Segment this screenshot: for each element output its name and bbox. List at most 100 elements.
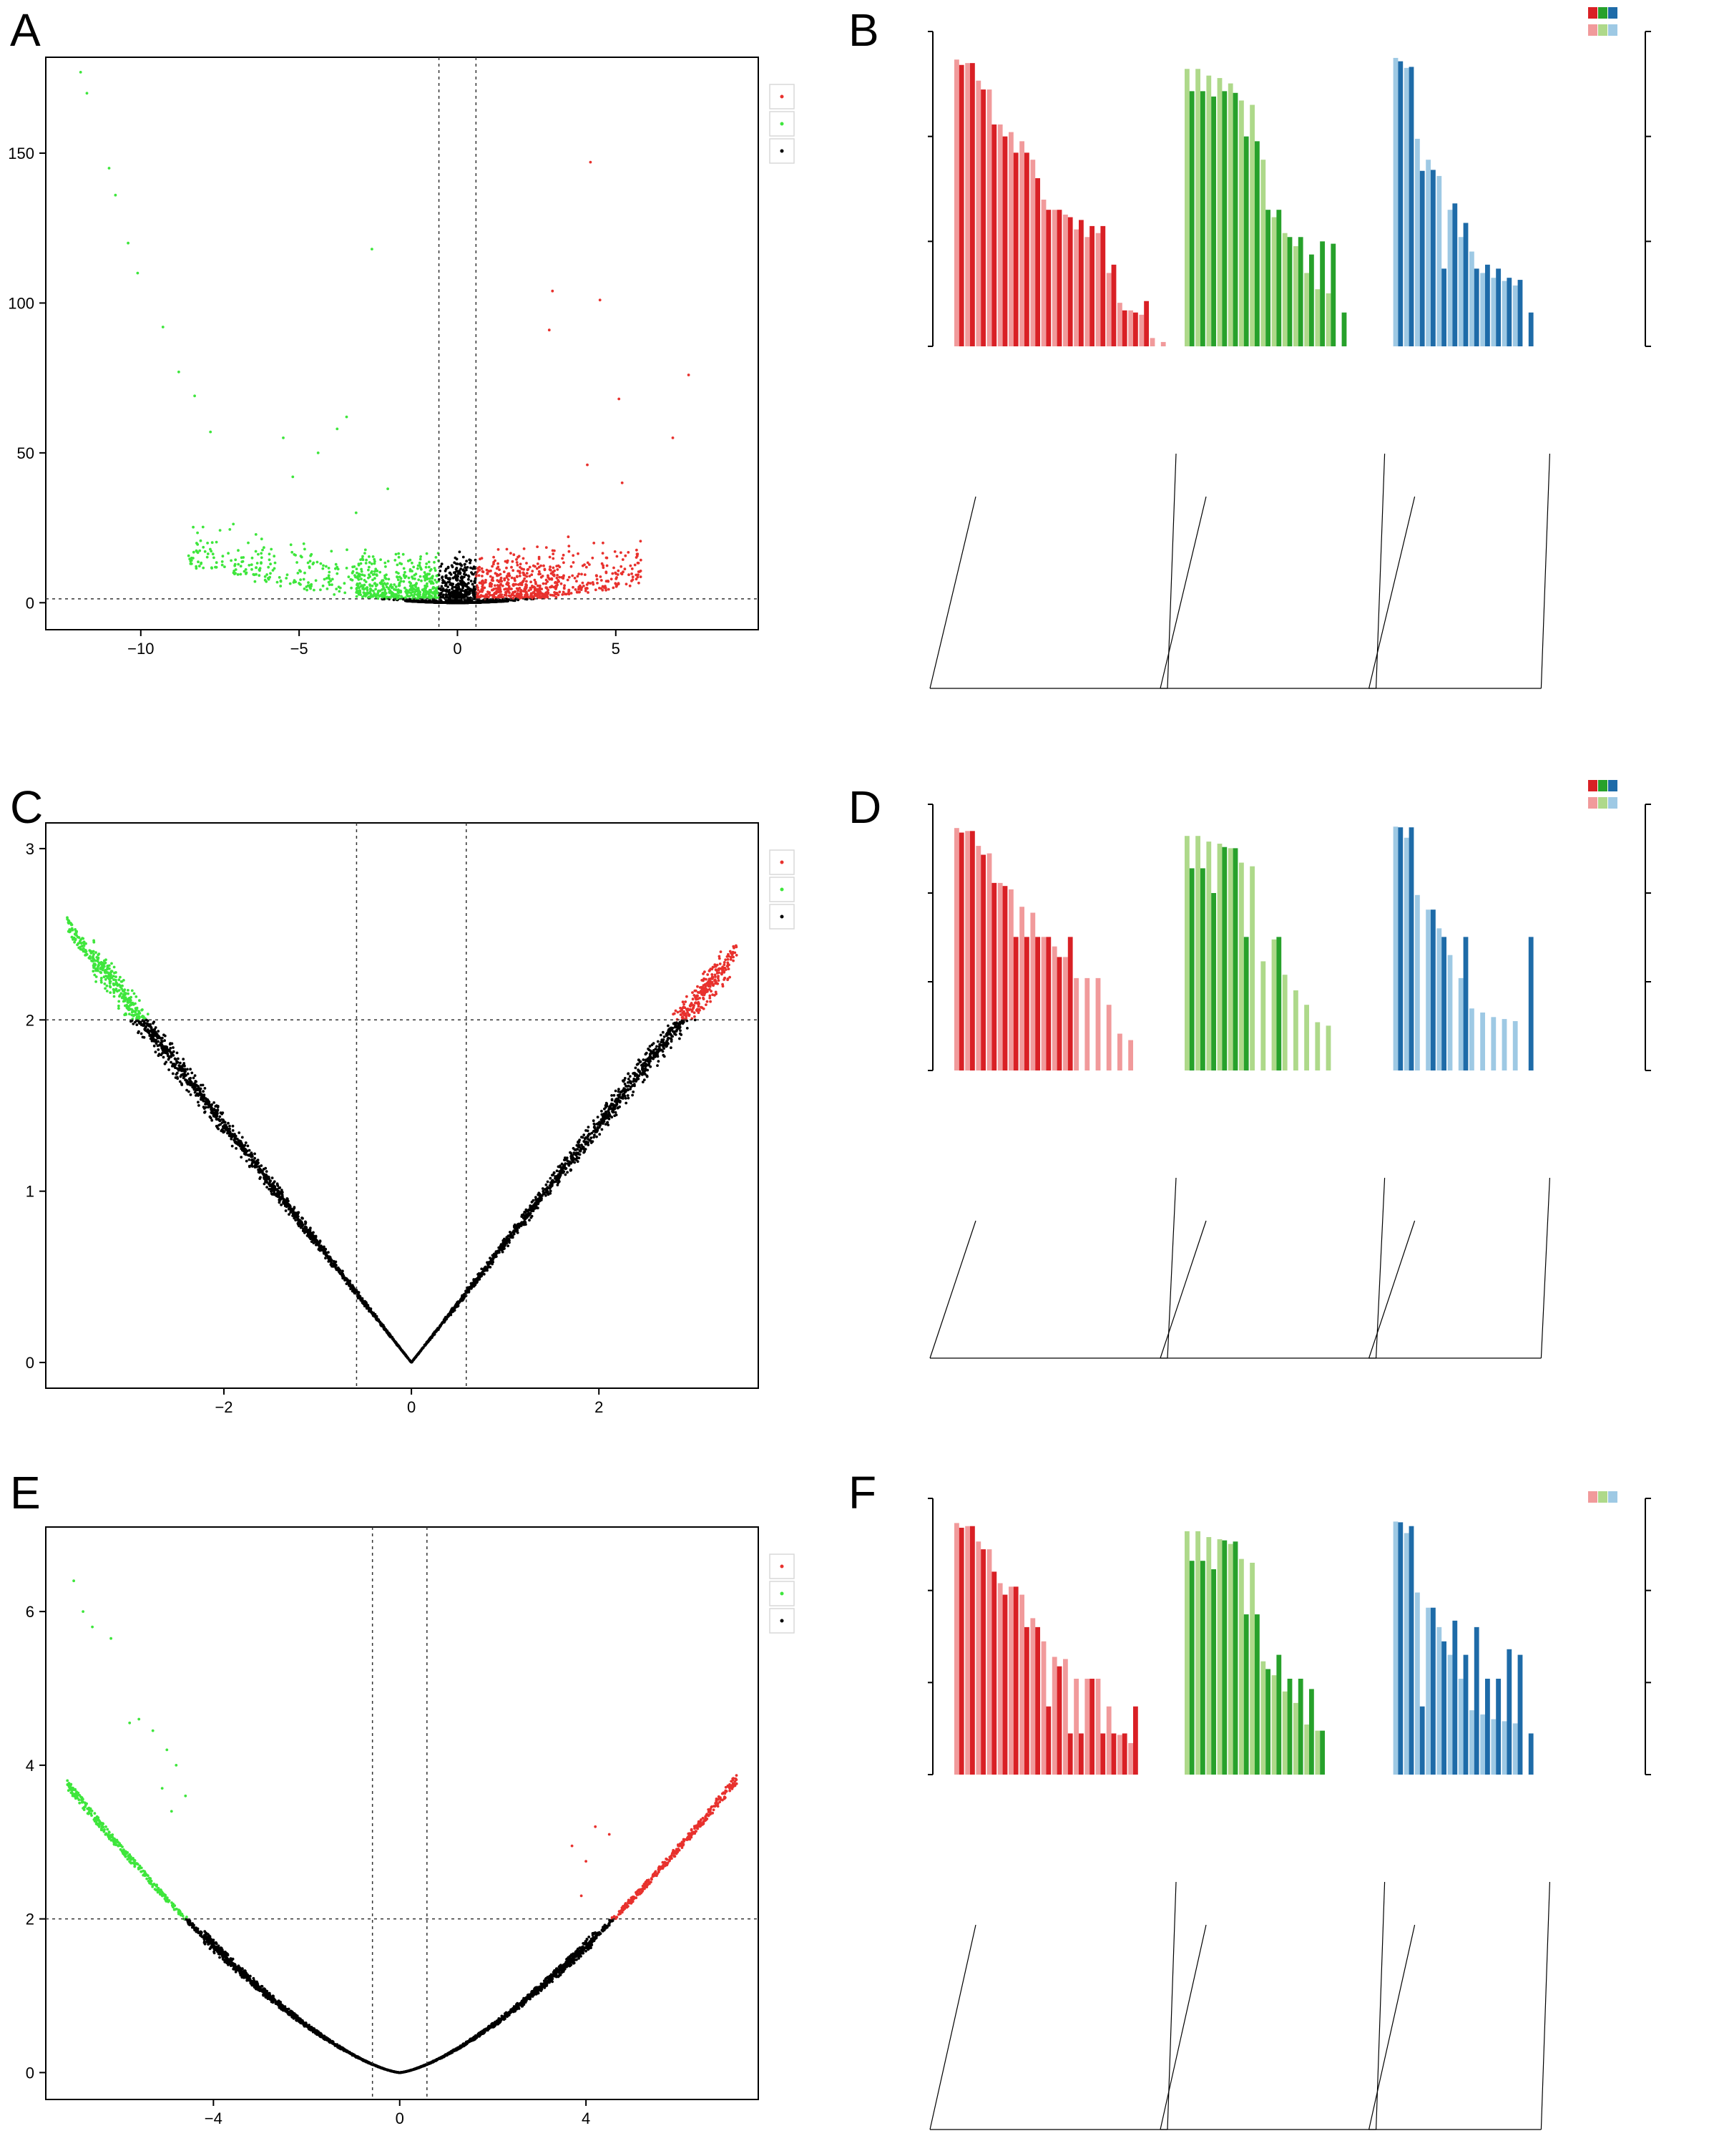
up-point [563,584,566,587]
normal-point [441,595,445,599]
down-point [234,558,237,562]
down-point [321,567,325,570]
down-point [279,580,283,583]
down-point [118,994,122,997]
down-point [371,573,375,576]
up-outlier-point [547,328,551,332]
down-point [227,552,230,555]
up-point [484,580,487,584]
down-point [383,574,386,577]
down-point [308,566,311,570]
up-point [525,562,528,565]
up-point [573,577,577,580]
bar-de [1200,91,1205,347]
up-point [537,587,541,591]
bar-de [1067,217,1073,346]
normal-point [459,571,462,575]
down-point [268,558,271,562]
down-point [427,565,431,569]
normal-point [473,580,476,583]
down-point [195,567,198,570]
down-point [325,587,329,590]
normal-point [318,1245,322,1249]
up-point [518,587,521,590]
up-point [535,592,539,596]
normal-point [471,601,475,604]
up-point [536,584,539,587]
down-point [250,567,253,571]
normal-point [459,601,462,605]
up-outlier-point [586,463,589,467]
up-point [552,557,555,560]
up-point [544,546,548,549]
bar-all [1195,69,1200,346]
up-point [580,572,583,576]
up-point [497,574,500,577]
up-point [562,561,565,565]
down-point [67,922,70,925]
up-point [489,575,492,578]
up-point [572,561,575,564]
up-point [567,592,570,595]
down-point [393,583,396,586]
down-point [373,570,376,573]
down-point [412,565,416,569]
normal-point [469,566,472,570]
down-point [74,937,77,941]
up-point [571,574,574,577]
up-point [527,589,531,592]
normal-point [444,567,448,571]
down-point [273,555,276,558]
down-outlier-point [79,71,82,74]
normal-point [662,1035,666,1038]
bar-de [1452,203,1458,346]
down-point [302,577,305,581]
down-point [269,572,272,575]
down-point [299,570,302,573]
up-point [494,584,496,587]
down-point [295,561,298,564]
down-point [428,577,431,580]
bar-de [1409,67,1414,346]
down-point [310,552,313,556]
down-point [359,558,362,561]
down-point [267,565,270,569]
down-point [417,578,421,582]
down-point [273,567,276,570]
down-point [358,586,361,590]
up-point [478,565,481,569]
down-point [423,593,427,597]
bar-all [965,63,970,347]
down-outlier-point [354,511,358,514]
up-point [536,545,539,548]
down-point [267,577,270,580]
up-point [510,565,513,569]
normal-point [440,591,443,595]
down-point [372,590,375,592]
up-point [575,580,578,583]
up-point [523,574,527,577]
up-point [613,550,617,553]
down-point [390,592,393,596]
normal-point [446,577,449,580]
up-point [562,575,565,579]
down-point [195,549,198,552]
normal-point [431,600,434,604]
normal-point [438,601,441,604]
up-point [525,595,529,599]
down-point [343,582,346,585]
down-point [253,573,256,577]
up-point [548,555,552,559]
down-point [319,588,322,592]
down-point [404,575,408,578]
up-point [587,581,590,585]
down-point [387,577,391,581]
down-point [363,552,366,555]
down-point [395,570,398,574]
down-point [248,564,251,567]
up-point [504,594,508,597]
down-point [368,561,371,564]
down-point [228,528,232,531]
down-point [306,561,310,565]
